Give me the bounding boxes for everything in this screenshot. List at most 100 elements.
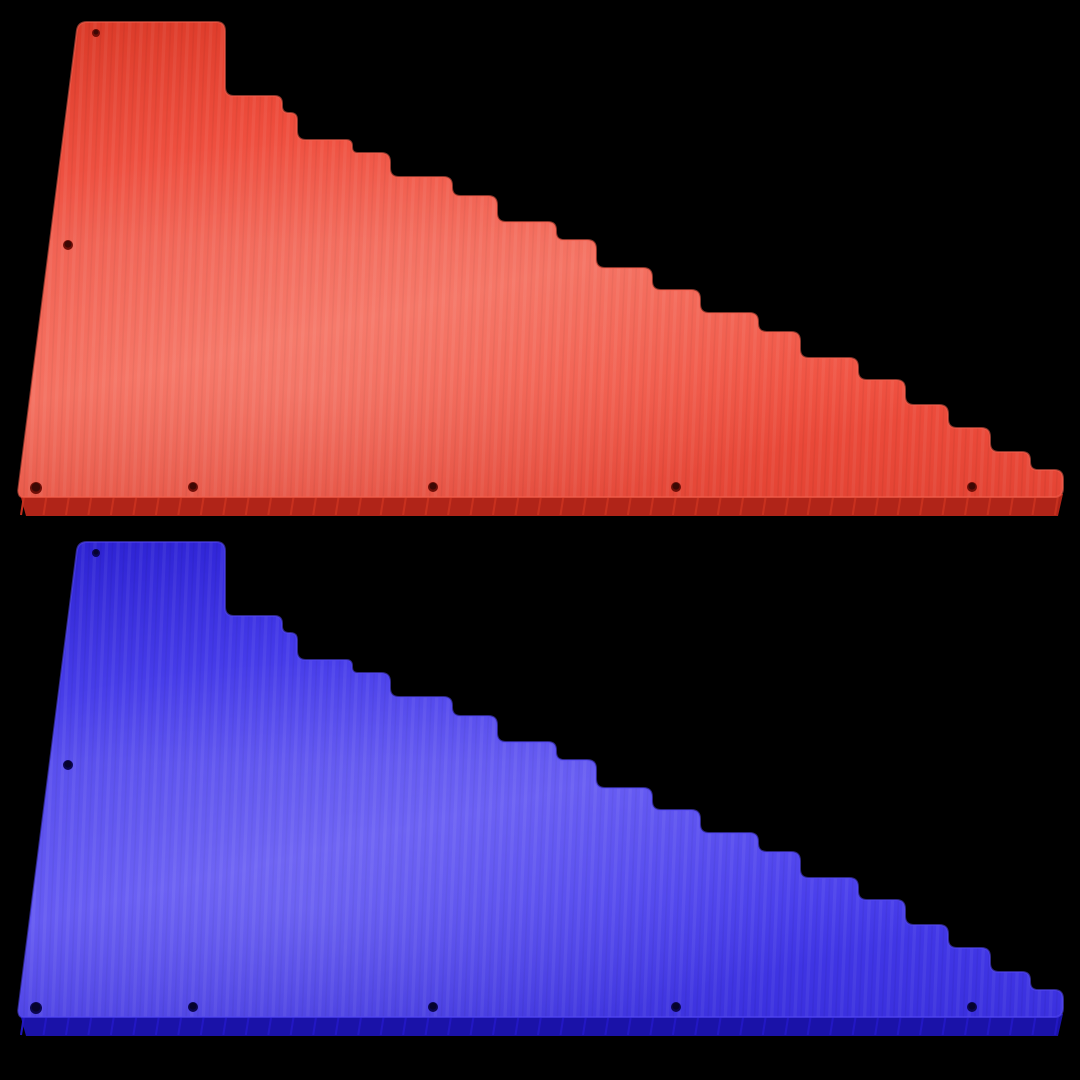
- mounting-hole-inner: [968, 1002, 976, 1010]
- flute-rib-shadow: [1030, 542, 1054, 1017]
- flute-cell-divider: [87, 1015, 93, 1036]
- mounting-hole-inner: [93, 549, 99, 555]
- mounting-hole[interactable]: [671, 1002, 681, 1012]
- flute-cell-divider: [402, 1015, 408, 1036]
- flute-cell-divider: [222, 495, 228, 516]
- mounting-hole-inner: [189, 1002, 197, 1010]
- flute-cell-divider: [604, 495, 610, 516]
- flute-cell-divider: [402, 495, 408, 516]
- flute-cell-divider: [649, 1015, 655, 1036]
- surface-highlight: [18, 22, 1064, 497]
- flute-cell-divider: [177, 495, 183, 516]
- flute-cell-divider: [941, 1015, 947, 1036]
- flute-cell-divider: [581, 1015, 588, 1036]
- mounting-hole[interactable]: [967, 482, 977, 492]
- flute-cell-divider: [1053, 495, 1060, 516]
- red-panel-container[interactable]: [0, 0, 1080, 540]
- flute-cell-divider: [626, 1015, 632, 1036]
- mounting-holes-group: [30, 549, 977, 1014]
- panel-edge-rim: [17, 21, 1064, 498]
- flute-rib-shadow: [1030, 22, 1054, 497]
- mounting-hole[interactable]: [428, 482, 438, 492]
- flute-cell-divider: [964, 495, 970, 516]
- mounting-hole-inner: [93, 29, 99, 35]
- mounting-hole-inner: [189, 482, 197, 490]
- mounting-hole-inner: [31, 1002, 41, 1012]
- flute-cell-divider: [784, 495, 790, 516]
- blue-staircase-panel[interactable]: [0, 520, 1080, 1060]
- flute-cell-divider: [334, 1015, 340, 1036]
- flute-rib-shadow: [1042, 542, 1064, 1017]
- flute-rib: [1035, 542, 1061, 1017]
- mounting-hole[interactable]: [63, 760, 73, 770]
- flute-cell-divider: [424, 1015, 430, 1036]
- flute-cell-divider: [829, 495, 835, 516]
- blue-panel-container[interactable]: [0, 520, 1080, 1060]
- flute-cell-divider: [357, 1015, 363, 1036]
- flute-rib: [1046, 22, 1064, 497]
- flute-cell-divider: [649, 495, 655, 516]
- mounting-hole[interactable]: [92, 29, 100, 37]
- flute-cell-divider: [469, 1015, 475, 1036]
- flute-cell-divider: [986, 1015, 992, 1036]
- flute-cell-divider: [514, 1015, 520, 1036]
- mounting-hole[interactable]: [30, 1002, 42, 1014]
- mounting-hole-inner: [429, 482, 437, 490]
- flute-cell-divider: [559, 1015, 565, 1036]
- flute-rib-shadow: [1066, 520, 1080, 1060]
- mounting-hole[interactable]: [188, 482, 198, 492]
- mounting-hole[interactable]: [92, 549, 100, 557]
- surface-highlight: [18, 542, 1064, 1017]
- flute-band-base: [20, 494, 1063, 516]
- flute-cell-divider: [919, 1015, 925, 1036]
- flute-cell-divider: [447, 1015, 453, 1036]
- flute-cell-divider: [109, 495, 115, 516]
- flute-cell-divider: [132, 1015, 138, 1036]
- flute-rib-shadow: [1053, 542, 1064, 1017]
- mounting-hole-inner: [64, 760, 72, 768]
- flute-cell-divider: [199, 1015, 205, 1036]
- flute-cell-divider: [1053, 1015, 1060, 1036]
- flute-cell-divider: [626, 495, 632, 516]
- flute-cell-divider: [379, 495, 385, 516]
- flute-cell-divider: [851, 495, 857, 516]
- flute-cell-divider: [64, 1015, 71, 1036]
- flute-cell-divider: [491, 495, 498, 516]
- flute-cell-divider: [154, 495, 160, 516]
- flute-cell-divider: [357, 495, 363, 516]
- flute-cell-divider: [244, 495, 250, 516]
- mounting-hole[interactable]: [671, 482, 681, 492]
- flute-cell-divider: [334, 495, 340, 516]
- flute-cell-divider: [424, 495, 430, 516]
- flute-cell-divider: [874, 1015, 880, 1036]
- flute-cell-divider: [806, 495, 812, 516]
- flute-cell-divider: [739, 495, 745, 516]
- mounting-hole-inner: [968, 482, 976, 490]
- flute-cell-divider: [716, 1015, 722, 1036]
- flute-cell-divider: [244, 1015, 250, 1036]
- flute-cell-divider: [536, 1015, 543, 1036]
- flute-band-base: [20, 1014, 1063, 1036]
- mounting-hole[interactable]: [30, 482, 42, 494]
- flute-cell-divider: [469, 495, 475, 516]
- flute-cell-divider: [874, 495, 880, 516]
- flute-cell-divider: [514, 495, 520, 516]
- mounting-hole-inner: [31, 482, 41, 492]
- flute-cell-divider: [379, 1015, 385, 1036]
- flute-cell-divider: [199, 495, 205, 516]
- flute-rib-shadow: [1053, 22, 1064, 497]
- flute-cell-divider: [154, 1015, 160, 1036]
- flute-cell-divider: [739, 1015, 745, 1036]
- flute-cell-divider: [559, 495, 565, 516]
- mounting-hole[interactable]: [428, 1002, 438, 1012]
- flute-cell-divider: [761, 495, 767, 516]
- flute-cell-divider: [851, 1015, 857, 1036]
- flute-rib: [1035, 22, 1061, 497]
- mounting-hole[interactable]: [967, 1002, 977, 1012]
- red-staircase-panel[interactable]: [0, 0, 1080, 540]
- flute-cell-divider: [919, 495, 925, 516]
- flute-cell-divider: [312, 1015, 318, 1036]
- mounting-hole[interactable]: [63, 240, 73, 250]
- mounting-hole[interactable]: [188, 1002, 198, 1012]
